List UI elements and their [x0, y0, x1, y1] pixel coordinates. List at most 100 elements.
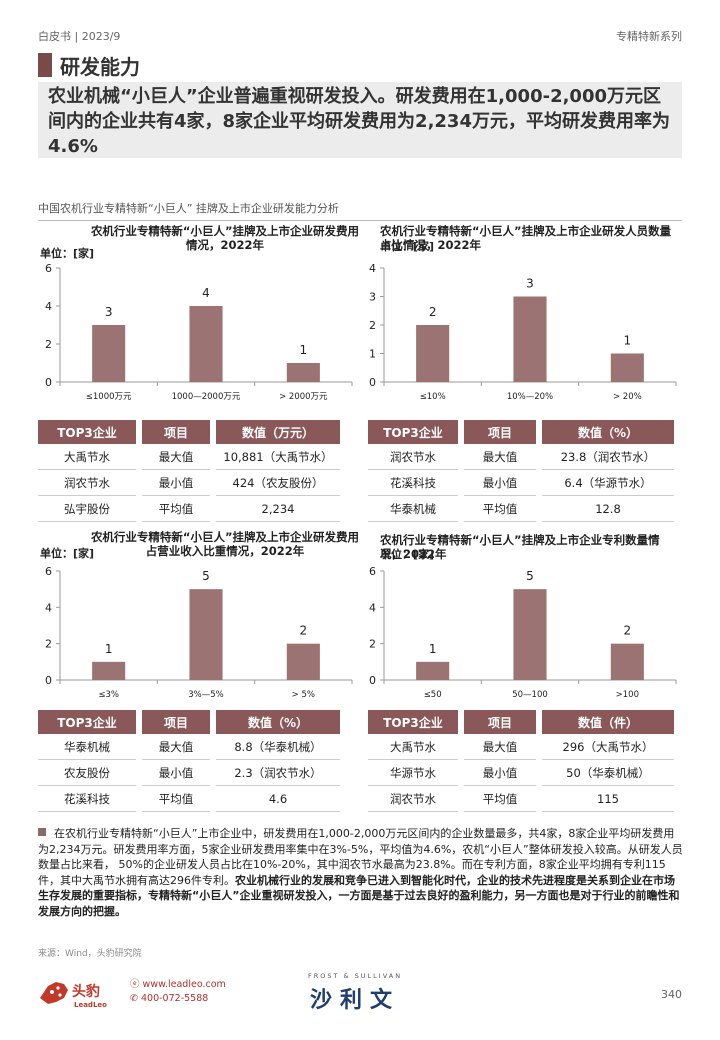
- leadleo-logo: 头豹 LeadLeo: [38, 976, 128, 1010]
- bar: [92, 661, 126, 680]
- bar: [286, 643, 320, 680]
- table-cell: 最大值: [464, 734, 536, 760]
- table-row: 华泰机械 最大值 8.8（华泰机械）: [38, 734, 340, 760]
- bar: [189, 589, 223, 680]
- y-tick-label: 2: [369, 319, 376, 332]
- x-tick-label: > 2000万元: [279, 392, 328, 402]
- table-row: 农友股份 最小值 2.3（润农节水）: [38, 760, 340, 786]
- table-cell: 23.8（润农节水）: [542, 444, 674, 470]
- y-tick-label: 2: [45, 638, 52, 651]
- table-1-header-value: 数值（万元）: [216, 420, 340, 444]
- table-cell: 大禹节水: [368, 734, 458, 760]
- bar-value-label: 2: [429, 305, 437, 319]
- website-line[interactable]: ⓔ www.leadleo.com: [130, 978, 226, 992]
- bar: [189, 306, 223, 382]
- table-2-header-item: 项目: [464, 420, 536, 444]
- y-tick-label: 0: [369, 674, 376, 687]
- table-cell: 平均值: [142, 786, 210, 812]
- section-title-text: 研发能力: [60, 54, 140, 79]
- bullet-square: [38, 828, 46, 836]
- bar: [92, 325, 126, 382]
- series-label: 专精特新系列: [616, 30, 682, 43]
- leopard-icon: 头豹 LeadLeo: [40, 982, 107, 1009]
- table-row: 弘宇股份 平均值 2,234: [38, 496, 340, 522]
- bar-value-label: 1: [429, 642, 437, 656]
- table-cell: 2,234: [216, 496, 340, 522]
- table-cell: 最小值: [464, 470, 536, 496]
- table-cell: 华源节水: [368, 760, 458, 786]
- chart-3-svg: 0 2 4 6 1 ≤3% 5 3%—5% 2 > 5%: [45, 565, 353, 700]
- table-cell: 润农节水: [38, 470, 136, 496]
- figure-subtitle: 中国农机行业专精特新“小巨人” 挂牌及上市企业研发能力分析: [38, 200, 682, 221]
- headline: 农业机械“小巨人”企业普遍重视研发投入。研发费用在1,000-2,000万元区间…: [38, 82, 682, 158]
- bar-value-label: 1: [105, 642, 113, 656]
- chart-3-unit: 单位：[家]: [40, 547, 95, 560]
- table-cell: 平均值: [142, 496, 210, 522]
- bar-value-label: 3: [526, 277, 534, 291]
- source-note: 来源：Wind，头豹研究院: [38, 949, 142, 959]
- y-tick-label: 2: [369, 638, 376, 651]
- table-2: TOP3企业 项目 数值（%） 润农节水 最大值 23.8（润农节水） 花溪科技…: [362, 420, 680, 522]
- table-row: 花溪科技 最小值 6.4（华源节水）: [368, 470, 674, 496]
- logo-en: LeadLeo: [74, 1001, 107, 1009]
- table-cell: 424（农友股份）: [216, 470, 340, 496]
- bar-value-label: 3: [105, 305, 113, 319]
- table-cell: 6.4（华源节水）: [542, 470, 674, 496]
- table-cell: 最大值: [142, 734, 210, 760]
- table-3-header-item: 项目: [142, 710, 210, 734]
- chart-4-unit: 单位：[家]: [380, 548, 435, 561]
- bar: [286, 363, 320, 382]
- table-cell: 2.3（润农节水）: [216, 760, 340, 786]
- table-2-header-company: TOP3企业: [368, 420, 458, 444]
- table-row: 大禹节水 最大值 10,881（大禹节水）: [38, 444, 340, 470]
- table-cell: 润农节水: [368, 786, 458, 812]
- table-cell: 最小值: [464, 760, 536, 786]
- chart-2-unit: 单位：[家]: [380, 240, 435, 253]
- chart-4-svg: 0 2 4 6 1 ≤50 5 50—100 2 >100: [369, 565, 677, 700]
- table-cell: 115: [542, 786, 674, 812]
- table-3-header-value: 数值（%）: [216, 710, 340, 734]
- table-row: 华源节水 最小值 50（华泰机械）: [368, 760, 674, 786]
- y-tick-label: 4: [369, 601, 376, 614]
- phone-number: 400-072-5588: [141, 993, 209, 1004]
- website-link[interactable]: www.leadleo.com: [142, 979, 226, 990]
- chart-3-title: 农机行业专精特新“小巨人”挂牌及上市企业研发费用占营业收入比重情况，2022年: [90, 530, 360, 558]
- x-tick-label: ≤10%: [420, 392, 446, 402]
- bar-value-label: 1: [624, 334, 632, 348]
- bar: [610, 643, 644, 680]
- summary-paragraph: 在农机行业专精特新“小巨人”上市企业中，研发费用在1,000-2,000万元区间…: [38, 826, 684, 919]
- x-tick-label: > 20%: [613, 392, 642, 402]
- table-cell: 12.8: [542, 496, 674, 522]
- table-cell: 最小值: [142, 470, 210, 496]
- bar: [513, 296, 547, 382]
- y-tick-label: 0: [369, 376, 376, 389]
- table-cell: 农友股份: [38, 760, 136, 786]
- x-tick-label: ≤50: [424, 690, 442, 700]
- table-cell: 大禹节水: [38, 444, 136, 470]
- y-tick-label: 6: [369, 565, 376, 578]
- table-4-header-item: 项目: [464, 710, 536, 734]
- table-row: 华泰机械 平均值 12.8: [368, 496, 674, 522]
- table-cell: 最小值: [142, 760, 210, 786]
- table-cell: 最大值: [142, 444, 210, 470]
- table-cell: 最大值: [464, 444, 536, 470]
- table-cell: 296（大禹节水）: [542, 734, 674, 760]
- chart-1-svg: 0 2 4 6 3 ≤1000万元 4 1000—2000万元 1 > 2000万元: [45, 262, 353, 402]
- x-tick-label: 10%—20%: [507, 392, 553, 402]
- x-tick-label: 1000—2000万元: [172, 392, 241, 402]
- bar: [416, 325, 450, 382]
- table-cell: 50（华泰机械）: [542, 760, 674, 786]
- chart-2-svg: 0 1 2 3 4 2 ≤10% 3 10%—20% 1 > 20%: [369, 262, 677, 402]
- table-3-header-company: TOP3企业: [38, 710, 136, 734]
- table-cell: 8.8（华泰机械）: [216, 734, 340, 760]
- frost-sullivan-label: FROST & SULLIVAN: [308, 972, 403, 980]
- table-cell: 花溪科技: [368, 470, 458, 496]
- table-1-header-item: 项目: [142, 420, 210, 444]
- table-cell: 平均值: [464, 496, 536, 522]
- table-row: 润农节水 最大值 23.8（润农节水）: [368, 444, 674, 470]
- x-tick-label: >100: [616, 690, 639, 700]
- x-tick-label: ≤1000万元: [86, 392, 132, 402]
- y-tick-label: 3: [369, 291, 376, 304]
- x-tick-label: ≤3%: [98, 690, 119, 700]
- bar-value-label: 4: [202, 286, 210, 300]
